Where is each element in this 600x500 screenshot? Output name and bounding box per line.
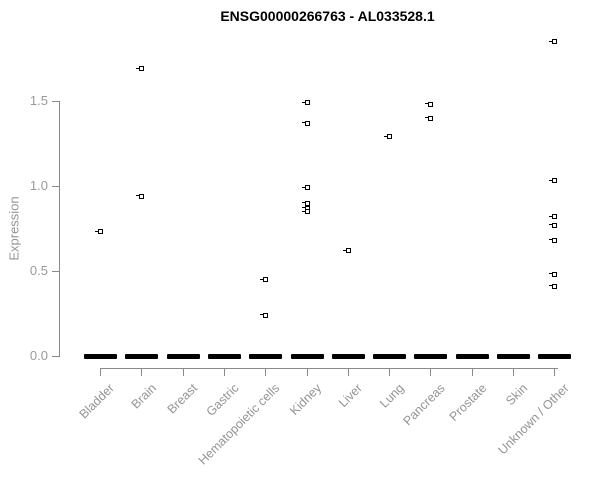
x-axis-category-label: Skin bbox=[503, 381, 531, 409]
y-tick-label: 0.0 bbox=[29, 348, 48, 363]
y-tick-label: 1.5 bbox=[29, 93, 48, 108]
data-point-marker bbox=[301, 120, 310, 126]
x-tick-mark bbox=[430, 369, 432, 376]
x-axis-line bbox=[100, 368, 558, 369]
zero-cluster-dash bbox=[290, 353, 324, 359]
x-tick-mark bbox=[100, 369, 101, 376]
data-point-marker bbox=[260, 312, 269, 318]
zero-cluster-dash bbox=[84, 353, 117, 359]
data-point-marker bbox=[301, 185, 310, 191]
zero-cluster-dash bbox=[373, 353, 407, 359]
x-tick-mark bbox=[141, 369, 143, 376]
x-axis-category-label: Pancreas bbox=[400, 381, 448, 429]
data-point-marker bbox=[384, 134, 393, 140]
data-point-marker bbox=[549, 39, 558, 44]
x-axis-category-label: Bladder bbox=[77, 381, 118, 422]
x-axis-category-label: Gastric bbox=[203, 381, 242, 419]
x-tick-mark bbox=[513, 369, 514, 376]
zero-cluster-dash bbox=[331, 353, 365, 359]
x-tick-mark bbox=[265, 369, 267, 376]
zero-cluster-dash bbox=[166, 353, 200, 359]
x-tick-mark bbox=[182, 369, 184, 376]
data-point-marker bbox=[260, 277, 269, 282]
data-point-marker bbox=[549, 222, 558, 228]
zero-cluster-dash bbox=[125, 353, 159, 359]
data-point-marker bbox=[549, 237, 558, 243]
y-tick-label: 0.5 bbox=[29, 263, 48, 278]
chart-title: ENSG00000266763 - AL033528.1 bbox=[220, 8, 435, 24]
y-tick-label: 1.0 bbox=[29, 178, 48, 193]
data-point-marker bbox=[549, 178, 558, 184]
x-axis-category-label: Lung bbox=[376, 381, 407, 411]
data-point-marker bbox=[136, 193, 145, 199]
data-point-marker bbox=[301, 209, 310, 214]
x-axis-category-label: Liver bbox=[336, 381, 366, 411]
data-point-marker bbox=[136, 66, 145, 72]
data-point-marker bbox=[549, 271, 558, 277]
x-tick-mark bbox=[471, 369, 473, 376]
y-tick-mark bbox=[52, 270, 60, 272]
x-tick-mark bbox=[554, 369, 556, 376]
data-point-marker bbox=[425, 101, 434, 107]
y-axis-line bbox=[59, 101, 60, 357]
x-tick-mark bbox=[306, 369, 308, 376]
data-point-marker bbox=[301, 100, 310, 106]
x-axis-category-label: Kidney bbox=[286, 381, 324, 418]
y-tick-mark bbox=[52, 355, 60, 357]
zero-cluster-dash bbox=[538, 353, 572, 359]
y-axis-label: Expression bbox=[6, 196, 22, 261]
data-point-marker bbox=[549, 214, 558, 220]
zero-cluster-dash bbox=[207, 353, 241, 359]
x-tick-mark bbox=[347, 369, 349, 376]
x-tick-mark bbox=[223, 369, 225, 376]
data-point-marker bbox=[342, 248, 351, 254]
x-axis-category-label: Brain bbox=[128, 381, 159, 412]
x-axis-category-label: Hematopoietic cells bbox=[196, 381, 283, 468]
y-tick-mark bbox=[52, 185, 60, 187]
x-tick-mark bbox=[389, 369, 391, 376]
data-point-marker bbox=[95, 229, 103, 235]
x-axis-category-label: Prostate bbox=[446, 381, 490, 424]
zero-cluster-dash bbox=[414, 353, 448, 359]
zero-cluster-dash bbox=[249, 353, 283, 359]
x-axis-category-label: Breast bbox=[164, 381, 201, 417]
data-point-marker bbox=[425, 115, 434, 121]
data-point-marker bbox=[549, 283, 558, 289]
zero-cluster-dash bbox=[497, 353, 530, 359]
zero-cluster-dash bbox=[455, 353, 489, 359]
data-point-marker bbox=[301, 200, 310, 206]
y-tick-mark bbox=[52, 100, 60, 102]
x-axis-category-label: Unknown / Other bbox=[495, 381, 572, 458]
